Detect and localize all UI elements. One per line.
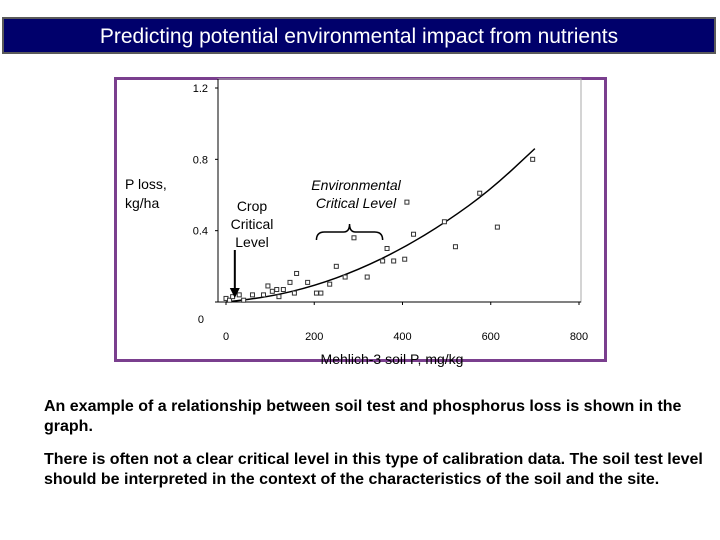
data-point [274, 287, 280, 293]
data-point [380, 258, 386, 264]
data-point [384, 246, 390, 251]
x-tick-label: 0 [223, 331, 229, 343]
caption-paragraph-2: There is often not a clear critical leve… [44, 451, 703, 488]
x-tick-label: 400 [393, 331, 411, 343]
environmental-critical-label-1: Environmental [311, 177, 401, 193]
data-point [351, 235, 357, 241]
x-tick-label: 200 [305, 331, 323, 343]
y-tick-label: 0 [198, 314, 204, 326]
page-title: Predicting potential environmental impac… [99, 25, 619, 48]
data-point [287, 279, 293, 285]
y-ticks: 0 0.4 0.8 1.2 [193, 83, 218, 326]
data-point [249, 292, 255, 298]
crop-critical-label-2: Critical [231, 216, 274, 232]
data-point [313, 290, 319, 296]
data-point [477, 190, 483, 196]
y-axis-label-line1: P loss, [125, 176, 167, 192]
data-point [494, 224, 500, 230]
data-point [327, 281, 333, 287]
environmental-critical-label-2: Critical Level [316, 195, 397, 211]
data-point [411, 231, 417, 237]
title-bar: Predicting potential environmental impac… [2, 17, 716, 54]
y-tick-label: 0.4 [193, 226, 208, 238]
caption-paragraph-1: An example of a relationship between soi… [44, 398, 682, 435]
data-point [236, 292, 242, 298]
crop-critical-label-3: Level [235, 234, 268, 250]
data-point [261, 292, 267, 298]
data-point [364, 274, 370, 280]
data-point [280, 287, 286, 293]
data-point [291, 290, 297, 296]
environmental-critical-bracket [315, 223, 384, 241]
data-point [294, 270, 300, 276]
data-point [441, 219, 447, 225]
data-point [305, 279, 311, 285]
crop-critical-label-1: Crop [237, 198, 268, 214]
data-point [404, 199, 410, 205]
x-axis-label: Mehlich-3 soil P, mg/kg [321, 351, 464, 367]
data-point [342, 274, 348, 280]
data-point [265, 283, 271, 289]
y-tick-label: 1.2 [193, 83, 208, 95]
data-points [223, 156, 536, 303]
data-point [402, 256, 408, 262]
data-point [318, 290, 324, 296]
data-point [241, 297, 247, 303]
x-ticks: 0 200 400 600 800 [223, 302, 588, 343]
crop-critical-arrow-head [229, 288, 240, 298]
data-point [333, 263, 339, 269]
data-point [276, 294, 282, 300]
y-axis-label-line2: kg/ha [125, 195, 159, 211]
data-point [530, 156, 536, 162]
data-point [391, 258, 397, 264]
data-point [452, 244, 458, 250]
data-point [227, 297, 233, 303]
x-tick-label: 600 [482, 331, 500, 343]
data-point [269, 288, 275, 294]
y-tick-label: 0.8 [193, 154, 208, 166]
x-tick-label: 800 [570, 331, 588, 343]
